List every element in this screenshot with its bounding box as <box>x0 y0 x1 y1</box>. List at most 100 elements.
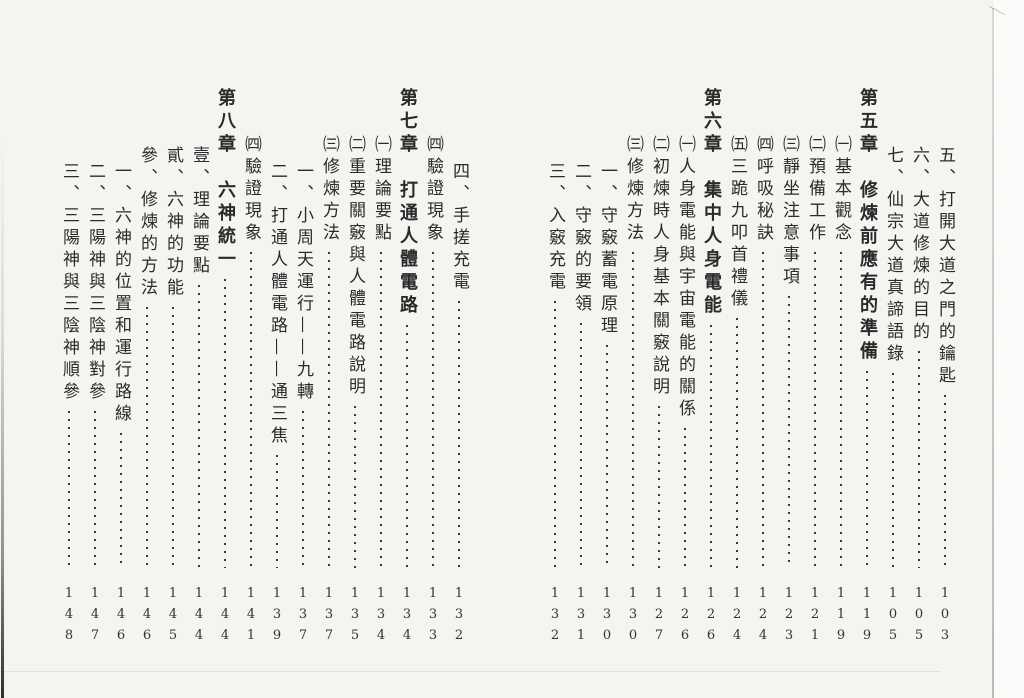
dotted-leader <box>840 252 842 568</box>
toc-entry: 二、三陽神與三陰神對參 1 4 7 <box>82 80 108 648</box>
dotted-leader <box>944 395 946 568</box>
dotted-leader <box>684 428 686 568</box>
dotted-leader <box>146 307 148 568</box>
toc-entry: ㈤三跪九叩首禮儀 1 2 4 <box>724 80 750 648</box>
dotted-leader <box>736 318 738 568</box>
toc-entry-page-number: 1 4 6 <box>142 586 152 643</box>
toc-entry: 二、守竅的要領 1 3 1 <box>568 80 594 648</box>
toc-entry-page-number: 1 4 8 <box>64 586 74 643</box>
toc-entry: 六、大道修煉的目的 1 0 5 <box>906 80 932 648</box>
toc-entry-page-number: 1 0 5 <box>888 586 898 643</box>
toc-entry-title: 三、三陽神與三陰神順參 <box>59 162 79 404</box>
toc-entry: 參、修煉的方法 1 4 6 <box>134 80 160 648</box>
toc-entry-title: 五、打開大道之門的鑰匙 <box>935 146 955 388</box>
toc-entry: ㈢靜坐注意事項 1 2 3 <box>776 80 802 648</box>
dotted-leader <box>68 411 70 568</box>
toc-entry-page-number: 1 2 3 <box>784 586 794 643</box>
toc-entry-title: 六、大道修煉的目的 <box>909 146 929 344</box>
dotted-leader <box>120 433 122 568</box>
toc-entry-title: 二、打通人體電路——通三焦 <box>267 162 287 448</box>
dotted-leader <box>458 301 460 568</box>
toc-entry: 四、手搓充電 1 3 2 <box>446 80 472 648</box>
dotted-leader <box>380 252 382 568</box>
toc-entry-title: ㈡初煉時人身基本關竅說明 <box>649 135 669 399</box>
dotted-leader <box>580 323 582 568</box>
toc-entry: ㈡重要關竅與人體電路說明 1 3 5 <box>342 80 368 648</box>
toc-entry-title: ㈢靜坐注意事項 <box>779 135 799 289</box>
toc-entry-page-number: 1 3 4 <box>402 586 412 643</box>
toc-entry-title: ㈠基本觀念 <box>831 135 851 245</box>
toc-entry-title: 三、入竅充電 <box>545 162 565 294</box>
toc-entry: 三、三陽神與三陰神順參 1 4 8 <box>56 80 82 648</box>
toc-entry-page-number: 1 4 5 <box>168 586 178 643</box>
toc-entry: ㈢修煉方法 1 3 7 <box>316 80 342 648</box>
toc-page-left: 四、手搓充電 1 3 2 ㈣驗證現象 1 3 3 第七章 打通人體電路 1 3 … <box>54 80 472 648</box>
dotted-leader <box>918 351 920 568</box>
toc-entry: ㈡預備工作 1 2 1 <box>802 80 828 648</box>
toc-entry: 七、仙宗大道真諦語錄 1 0 5 <box>880 80 906 648</box>
dotted-leader <box>788 296 790 568</box>
dotted-leader <box>224 279 226 568</box>
toc-entry-page-number: 1 1 9 <box>862 586 872 643</box>
toc-entry-page-number: 1 3 5 <box>350 586 360 643</box>
toc-entry-title: 一、守竅蓄電原理 <box>597 162 617 338</box>
toc-entry-title: 第七章 打通人體電路 <box>397 88 418 318</box>
toc-entry-page-number: 1 2 1 <box>810 586 820 643</box>
toc-entry-title: 二、三陽神與三陰神對參 <box>85 162 105 404</box>
toc-entry-title: 貳、六神的功能 <box>163 146 183 300</box>
dotted-leader <box>762 252 764 568</box>
toc-entry-title: 第八章 六神統一 <box>215 88 236 272</box>
dotted-leader <box>554 301 556 568</box>
toc-entry-title: ㈢修煉方法 <box>319 135 339 245</box>
toc-entry-page-number: 1 3 7 <box>298 586 308 643</box>
toc-entry-page-number: 1 3 2 <box>454 586 464 643</box>
toc-entry: 貳、六神的功能 1 4 5 <box>160 80 186 648</box>
scan-page-right-margin <box>994 0 1024 698</box>
toc-entry-page-number: 1 1 9 <box>836 586 846 643</box>
toc-entry-title: 第五章 修煉前應有的準備 <box>857 88 878 364</box>
toc-entry-title: ㈢修煉方法 <box>623 135 643 245</box>
toc-entry: ㈠基本觀念 1 1 9 <box>828 80 854 648</box>
dotted-leader <box>354 406 356 568</box>
dotted-leader <box>94 411 96 568</box>
dotted-leader <box>198 285 200 568</box>
toc-entry-title: ㈤三跪九叩首禮儀 <box>727 135 747 311</box>
toc-entry: ㈣驗證現象 1 3 3 <box>420 80 446 648</box>
toc-entry-title: ㈣驗證現象 <box>423 135 443 245</box>
toc-entry-title: ㈣呼吸秘訣 <box>753 135 773 245</box>
toc-page-right: 五、打開大道之門的鑰匙 1 0 3 六、大道修煉的目的 1 0 5 七、仙宗大道… <box>542 80 958 648</box>
toc-entry: 第七章 打通人體電路 1 3 4 <box>394 80 420 648</box>
toc-entry-page-number: 1 3 9 <box>272 586 282 643</box>
toc-entry-title: 四、手搓充電 <box>449 162 469 294</box>
toc-entry-page-number: 1 4 1 <box>246 586 256 643</box>
toc-entry-page-number: 1 3 7 <box>324 586 334 643</box>
toc-entry: 二、打通人體電路——通三焦 1 3 9 <box>264 80 290 648</box>
toc-entry-page-number: 1 3 2 <box>550 586 560 643</box>
dotted-leader <box>406 325 408 568</box>
toc-entry: 一、守竅蓄電原理 1 3 0 <box>594 80 620 648</box>
toc-entry-page-number: 1 3 3 <box>428 586 438 643</box>
toc-entry: 壹、理論要點 1 4 4 <box>186 80 212 648</box>
dotted-leader <box>432 252 434 568</box>
toc-entry-page-number: 1 4 4 <box>220 586 230 643</box>
toc-entry-title: 二、守竅的要領 <box>571 162 591 316</box>
toc-entry: ㈡初煉時人身基本關竅說明 1 2 7 <box>646 80 672 648</box>
toc-entry-title: 一、小周天運行——九轉 <box>293 162 313 404</box>
toc-entry-title: 一、六神的位置和運行路線 <box>111 162 131 426</box>
dotted-leader <box>866 371 868 568</box>
scan-page-bottom-edge <box>0 671 940 672</box>
toc-entry-title: ㈠理論要點 <box>371 135 391 245</box>
toc-entry: 一、六神的位置和運行路線 1 4 6 <box>108 80 134 648</box>
toc-entry-page-number: 1 2 7 <box>654 586 664 643</box>
toc-entry: ㈢修煉方法 1 3 0 <box>620 80 646 648</box>
dotted-leader <box>302 411 304 568</box>
toc-entry-title: 參、修煉的方法 <box>137 146 157 300</box>
dotted-leader <box>814 252 816 568</box>
toc-entry: 五、打開大道之門的鑰匙 1 0 3 <box>932 80 958 648</box>
scan-page-right-edge <box>992 8 994 698</box>
toc-entry-title: 七、仙宗大道真諦語錄 <box>883 146 903 366</box>
toc-entry-title: ㈣驗證現象 <box>241 135 261 245</box>
toc-entry-page-number: 1 0 3 <box>940 586 950 643</box>
dotted-leader <box>710 325 712 568</box>
dotted-leader <box>606 345 608 568</box>
